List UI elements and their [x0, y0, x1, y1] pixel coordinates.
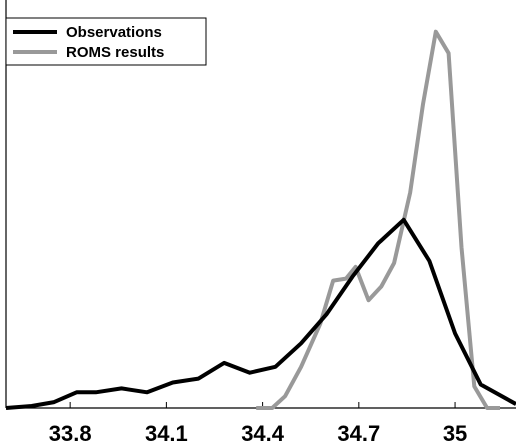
x-tick-label: 35 [443, 421, 467, 446]
legend-label: Observations [66, 24, 162, 41]
axes: 33.8 34.1 34.4 34.7 35 [5, 0, 516, 446]
series-layer [5, 29, 516, 410]
x-tick-label: 34.1 [145, 421, 188, 446]
x-tick-label: 34.7 [337, 421, 380, 446]
x-tick-label: 33.8 [49, 421, 92, 446]
x-tick-label: 34.4 [241, 421, 285, 446]
legend: Observations ROMS results [5, 17, 207, 66]
series-line-0 [5, 217, 516, 410]
series-line-1 [256, 29, 500, 410]
legend-label: ROMS results [66, 44, 164, 61]
legend-box [5, 17, 207, 66]
